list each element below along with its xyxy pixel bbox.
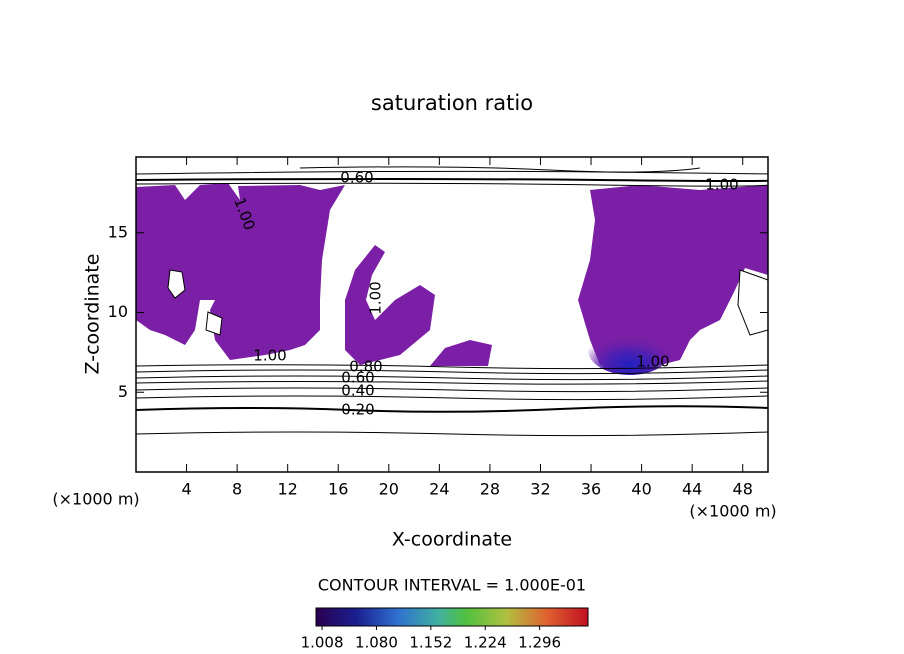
contour-label: 0.60	[340, 169, 373, 187]
contour-lines	[136, 166, 768, 437]
chart-title: saturation ratio	[371, 91, 533, 115]
y-tick-label: 10	[108, 302, 128, 321]
y-tick-label: 15	[108, 222, 128, 241]
x-tick-label: 40	[631, 480, 651, 499]
y-units: (×1000 m)	[52, 490, 139, 509]
contour-label: 0.20	[341, 401, 374, 419]
contour-label: 0.80	[349, 358, 382, 376]
contour-label: 1.00	[253, 347, 286, 365]
x-units: (×1000 m)	[689, 502, 776, 521]
x-tick-label: 44	[682, 480, 702, 499]
contour-label: 0.60	[341, 369, 374, 387]
x-tick-label: 28	[480, 480, 500, 499]
y-tick-label: 5	[118, 382, 128, 401]
x-tick-label: 4	[181, 480, 191, 499]
region	[345, 245, 435, 365]
contour-label: 1.00	[705, 176, 738, 194]
colorbar-tick-label: 1.152	[409, 634, 452, 652]
x-axis-label: X-coordinate	[392, 529, 512, 551]
contour-label: 0.40	[341, 382, 374, 400]
contour-label: 1.00	[636, 353, 669, 371]
x-tick-label: 8	[232, 480, 242, 499]
plot-frame	[135, 156, 769, 473]
y-axis-label: Z-coordinate	[82, 254, 104, 375]
colorbar-tick-label: 1.008	[301, 634, 344, 652]
hole	[167, 269, 186, 299]
contour-interval: CONTOUR INTERVAL = 1.000E-01	[318, 576, 586, 595]
colorbar-tick-label: 1.224	[464, 634, 507, 652]
x-tick-label: 32	[530, 480, 550, 499]
x-tick-label: 12	[278, 480, 298, 499]
x-tick-label: 20	[379, 480, 399, 499]
hole	[205, 311, 223, 336]
region	[430, 340, 492, 366]
x-tick-label: 48	[733, 480, 753, 499]
region	[578, 185, 768, 365]
contour-label: 1.00	[367, 281, 385, 314]
x-tick-label: 16	[328, 480, 348, 499]
colorbar-tick-label: 1.080	[355, 634, 398, 652]
colorbar-tick-label: 1.296	[518, 634, 561, 652]
hole	[737, 269, 768, 336]
x-tick-label: 36	[581, 480, 601, 499]
x-tick-label: 24	[429, 480, 449, 499]
contour-fills	[136, 183, 768, 375]
shade	[588, 325, 672, 375]
region	[136, 183, 345, 360]
colorbar	[315, 607, 589, 627]
